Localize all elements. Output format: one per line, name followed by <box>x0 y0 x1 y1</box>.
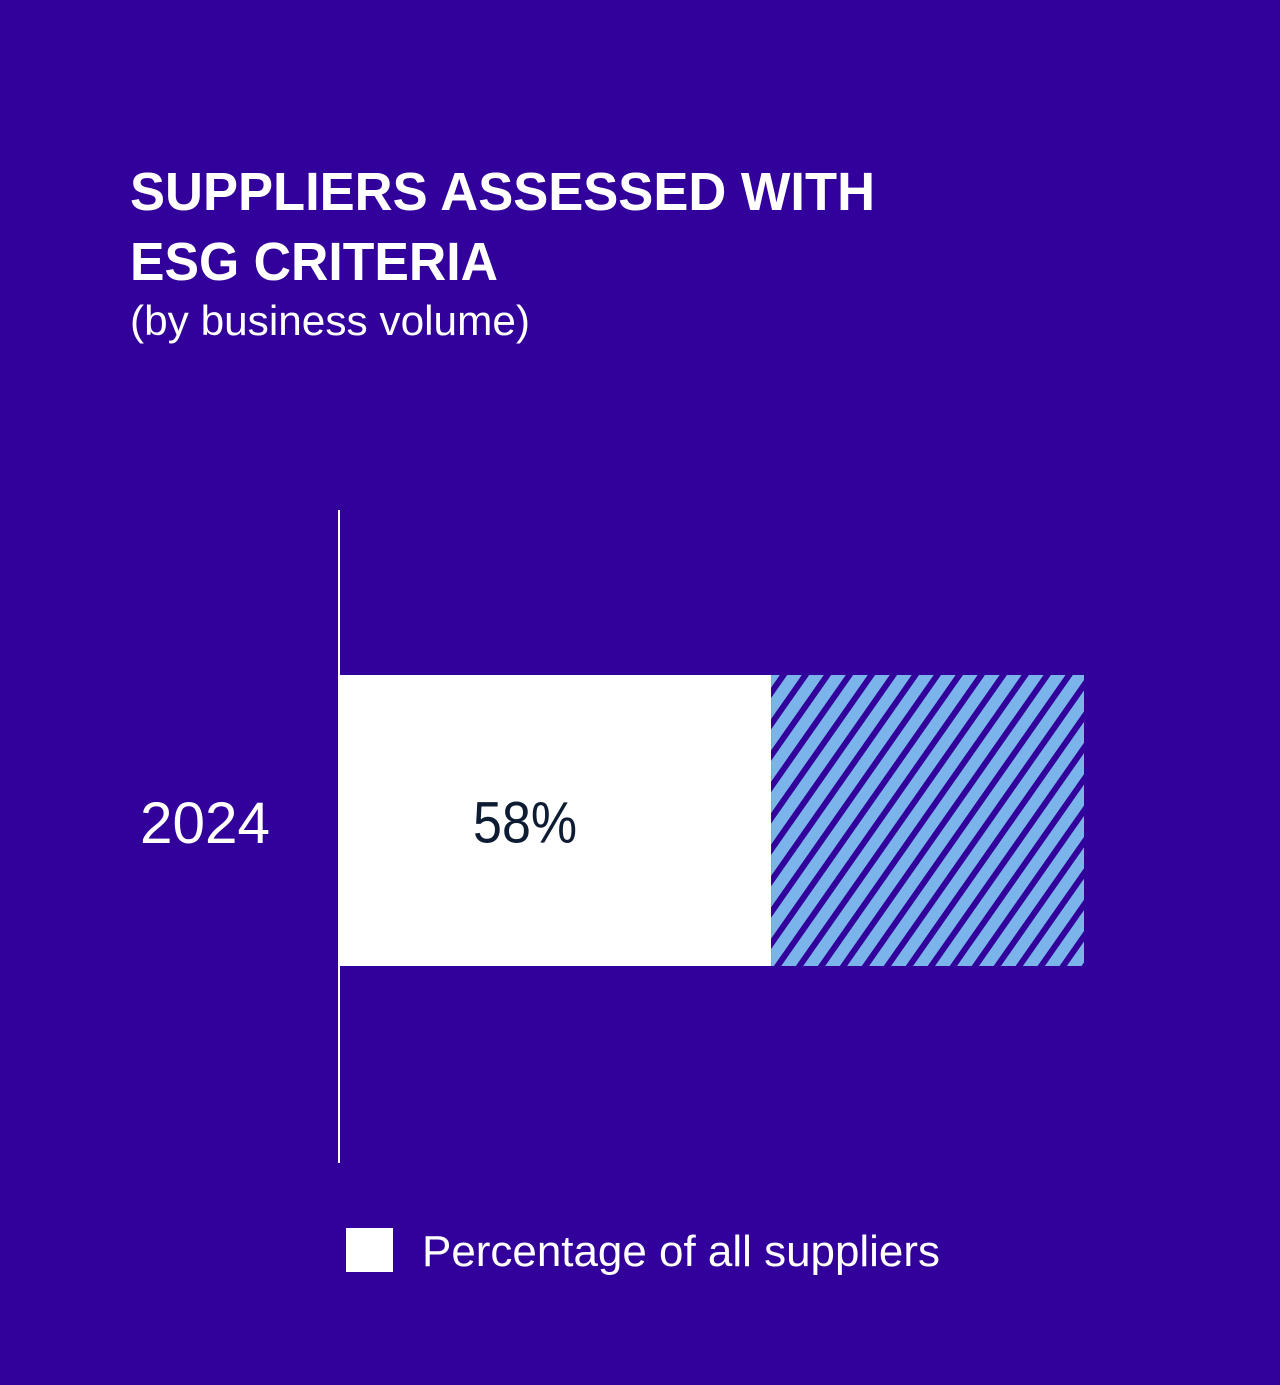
chart-title-line-1: SUPPLIERS ASSESSED WITH <box>130 162 875 222</box>
legend-label: Percentage of all suppliers <box>422 1227 940 1276</box>
legend-swatch <box>346 1228 393 1272</box>
chart-title-line-2: ESG CRITERIA <box>130 232 498 292</box>
chart-subtitle: (by business volume) <box>130 297 530 344</box>
data-label-2024: 58% <box>473 791 577 856</box>
bar-2024-assessed <box>339 675 772 966</box>
category-label-2024: 2024 <box>140 791 270 856</box>
bar-2024-remainder <box>771 675 1084 966</box>
